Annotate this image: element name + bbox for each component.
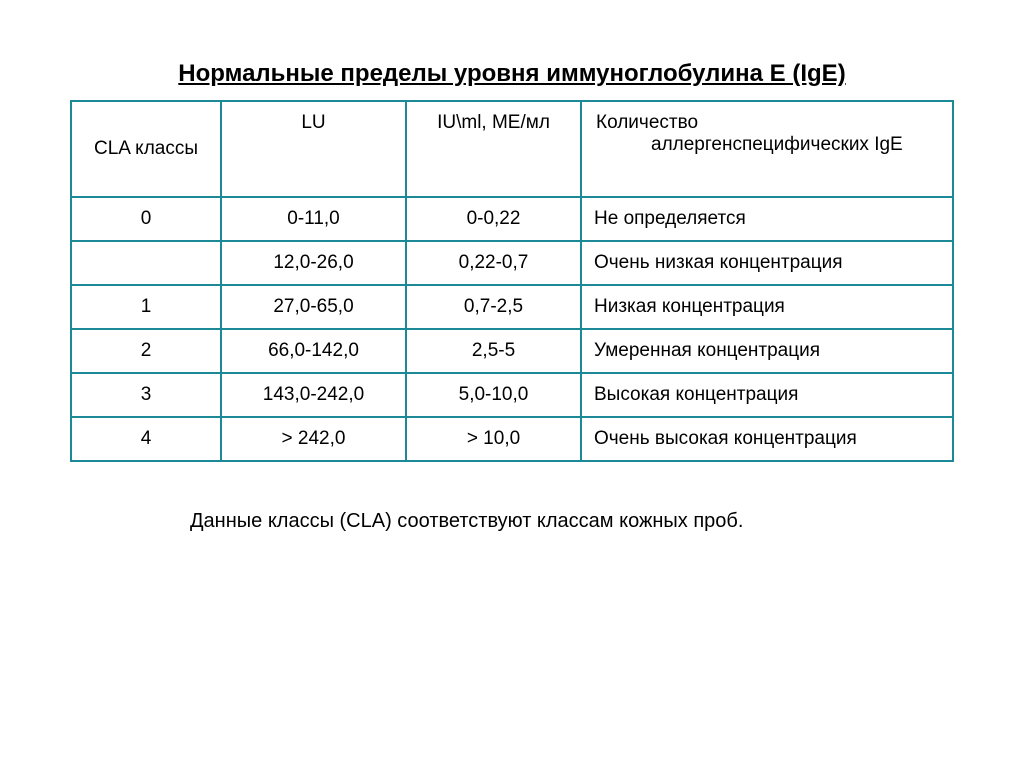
table-header-row: CLA классы LU IU\ml, МЕ/мл Количество ал… (71, 101, 953, 197)
ige-table: CLA классы LU IU\ml, МЕ/мл Количество ал… (70, 100, 954, 462)
table-row: 3 143,0-242,0 5,0-10,0 Высокая концентра… (71, 373, 953, 417)
cell-desc: Высокая концентрация (581, 373, 953, 417)
cell-iuml: 2,5-5 (406, 329, 581, 373)
cell-cla: 2 (71, 329, 221, 373)
cell-cla (71, 241, 221, 285)
cell-desc: Очень низкая концентрация (581, 241, 953, 285)
cell-desc: Умеренная концентрация (581, 329, 953, 373)
header-cla: CLA классы (71, 101, 221, 197)
header-desc-line2: аллергенспецифических IgE (596, 134, 940, 156)
header-iuml: IU\ml, МЕ/мл (406, 101, 581, 197)
cell-lu: 12,0-26,0 (221, 241, 406, 285)
cell-desc: Не определяется (581, 197, 953, 241)
footnote: Данные классы (CLA) соответствуют класса… (70, 510, 954, 533)
cell-lu: 143,0-242,0 (221, 373, 406, 417)
cell-desc: Низкая концентрация (581, 285, 953, 329)
table-row: 12,0-26,0 0,22-0,7 Очень низкая концентр… (71, 241, 953, 285)
cell-iuml: 0,22-0,7 (406, 241, 581, 285)
cell-lu: 66,0-142,0 (221, 329, 406, 373)
cell-iuml: 5,0-10,0 (406, 373, 581, 417)
table-row: 1 27,0-65,0 0,7-2,5 Низкая концентрация (71, 285, 953, 329)
header-desc-line1: Количество (596, 112, 698, 133)
cell-cla: 0 (71, 197, 221, 241)
table-row: 4 > 242,0 > 10,0 Очень высокая концентра… (71, 417, 953, 461)
cell-cla: 4 (71, 417, 221, 461)
cell-iuml: 0-0,22 (406, 197, 581, 241)
cell-lu: 0-11,0 (221, 197, 406, 241)
cell-iuml: > 10,0 (406, 417, 581, 461)
header-desc: Количество аллергенспецифических IgE (581, 101, 953, 197)
cell-lu: > 242,0 (221, 417, 406, 461)
header-lu: LU (221, 101, 406, 197)
page-title: Нормальные пределы уровня иммуноглобулин… (70, 60, 954, 88)
cell-cla: 1 (71, 285, 221, 329)
cell-lu: 27,0-65,0 (221, 285, 406, 329)
cell-iuml: 0,7-2,5 (406, 285, 581, 329)
cell-cla: 3 (71, 373, 221, 417)
page: Нормальные пределы уровня иммуноглобулин… (0, 0, 1024, 533)
table-row: 0 0-11,0 0-0,22 Не определяется (71, 197, 953, 241)
table-row: 2 66,0-142,0 2,5-5 Умеренная концентраци… (71, 329, 953, 373)
cell-desc: Очень высокая концентрация (581, 417, 953, 461)
